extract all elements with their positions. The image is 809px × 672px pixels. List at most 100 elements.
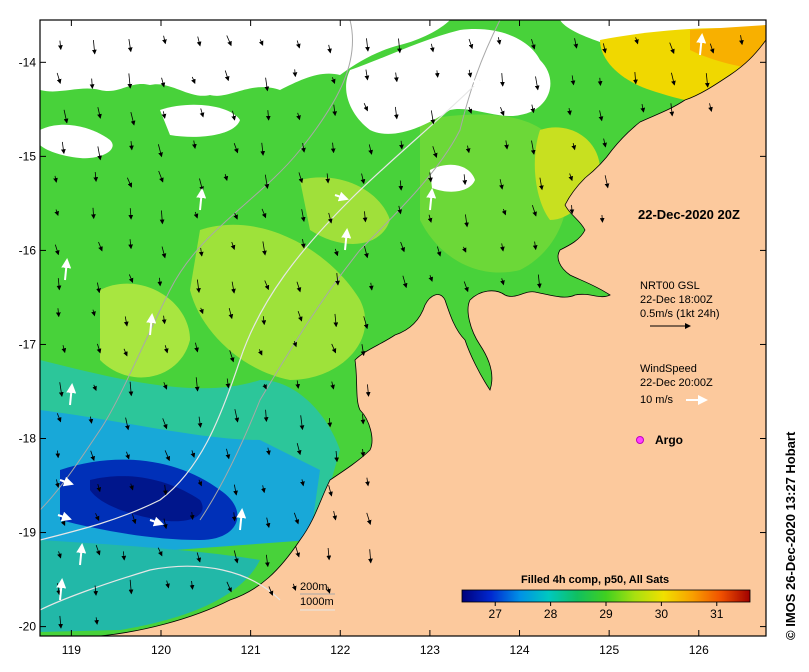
current-arrow bbox=[163, 345, 169, 354]
current-arrow bbox=[129, 141, 134, 151]
current-arrow bbox=[568, 173, 573, 182]
current-arrow bbox=[264, 554, 270, 568]
colorbar-tick-label: 29 bbox=[599, 607, 613, 621]
cloud-mask bbox=[346, 29, 551, 134]
current-arrow bbox=[226, 35, 232, 47]
current-arrow bbox=[89, 78, 95, 90]
credit-label: © IMOS 26-Dec-2020 13:27 Hobart bbox=[783, 432, 798, 640]
current-arrow bbox=[123, 316, 129, 327]
current-arrow bbox=[393, 106, 399, 120]
current-arrow bbox=[704, 73, 710, 88]
current-arrow bbox=[633, 72, 638, 85]
current-arrow bbox=[330, 381, 335, 390]
current-arrow bbox=[709, 43, 715, 54]
current-arrow bbox=[91, 40, 97, 55]
current-arrow bbox=[534, 76, 540, 91]
current-arrow bbox=[128, 274, 134, 283]
current-arrow bbox=[231, 281, 236, 294]
current-arrow bbox=[538, 177, 544, 191]
isobath-1000m bbox=[40, 79, 481, 541]
current-arrow bbox=[94, 617, 99, 625]
current-arrow bbox=[364, 69, 370, 81]
current-arrow bbox=[161, 315, 167, 325]
current-arrow bbox=[261, 316, 267, 326]
sea-yellowgreen-patch bbox=[100, 283, 190, 378]
current-arrow bbox=[196, 552, 202, 563]
current-arrow bbox=[128, 208, 134, 220]
current-arrow bbox=[599, 214, 605, 223]
lon-tick-label: 123 bbox=[420, 643, 440, 657]
current-arrow bbox=[292, 69, 298, 78]
current-arrow bbox=[93, 585, 99, 596]
current-arrow bbox=[127, 39, 133, 53]
current-arrow bbox=[54, 209, 59, 217]
current-arrow bbox=[333, 248, 339, 257]
current-arrow bbox=[301, 143, 306, 153]
timestamp-label: 22-Dec-2020 20Z bbox=[638, 207, 740, 222]
wind-arrow bbox=[469, 76, 484, 87]
current-arrow bbox=[127, 73, 133, 89]
current-arrow bbox=[333, 313, 339, 328]
current-arrow bbox=[669, 103, 675, 117]
current-arrow bbox=[56, 413, 62, 423]
current-arrow bbox=[467, 69, 473, 78]
argo-marker bbox=[636, 436, 644, 444]
current-arrow bbox=[189, 580, 195, 590]
current-arrow bbox=[157, 144, 163, 158]
current-arrow bbox=[54, 244, 60, 256]
colorbar bbox=[461, 589, 751, 603]
current-arrow bbox=[397, 38, 402, 54]
current-arrow bbox=[295, 380, 301, 389]
current-arrow bbox=[233, 143, 239, 154]
current-arrow bbox=[193, 211, 199, 219]
current-arrow bbox=[708, 103, 713, 112]
sea-yellowgreen-patch bbox=[300, 177, 390, 244]
colorbar-tick-label: 30 bbox=[655, 607, 669, 621]
current-arrow bbox=[573, 38, 579, 49]
current-arrow bbox=[192, 140, 197, 149]
current-arrow bbox=[262, 383, 267, 390]
current-arrow bbox=[432, 146, 438, 158]
current-arrow bbox=[264, 280, 270, 291]
current-arrow bbox=[499, 179, 504, 190]
current-arrow bbox=[128, 381, 134, 397]
current-arrow bbox=[330, 77, 336, 84]
current-arrow bbox=[634, 37, 639, 45]
current-arrow bbox=[602, 138, 607, 148]
current-arrow bbox=[640, 103, 646, 113]
wind-legend-line1: WindSpeed bbox=[640, 363, 697, 375]
current-arrow bbox=[368, 282, 374, 291]
current-arrow bbox=[231, 110, 237, 121]
current-arrow bbox=[96, 484, 102, 493]
wind-arrow bbox=[696, 33, 707, 56]
current-arrow bbox=[95, 545, 101, 556]
current-arrow bbox=[161, 111, 167, 119]
colorbar-title: Filled 4h comp, p50, All Sats bbox=[521, 574, 669, 586]
current-arrow bbox=[368, 549, 373, 564]
current-arrow bbox=[234, 409, 240, 423]
lat-tick-label: -17 bbox=[19, 337, 37, 351]
current-arrow bbox=[197, 479, 203, 487]
current-arrow bbox=[199, 108, 205, 118]
current-arrow bbox=[530, 104, 536, 114]
wind-arrow bbox=[341, 228, 352, 251]
current-arrow bbox=[129, 483, 134, 491]
current-arrow bbox=[597, 77, 603, 86]
wind-legend-line2: 22-Dec 20:00Z bbox=[640, 377, 713, 389]
current-arrow bbox=[532, 241, 538, 251]
wind-arrow bbox=[334, 191, 349, 202]
current-arrow bbox=[364, 245, 369, 259]
current-arrow bbox=[57, 551, 62, 559]
wind-arrow bbox=[146, 313, 157, 336]
current-arrow bbox=[569, 205, 575, 215]
current-arrow bbox=[332, 104, 338, 117]
current-arrow bbox=[225, 448, 231, 460]
lat-tick-label: -16 bbox=[19, 243, 37, 257]
current-arrow bbox=[196, 36, 202, 47]
current-arrow bbox=[125, 451, 130, 460]
current-arrow bbox=[190, 450, 196, 458]
current-arrow bbox=[265, 110, 271, 121]
current-arrow bbox=[63, 109, 69, 124]
current-arrow bbox=[300, 479, 305, 487]
